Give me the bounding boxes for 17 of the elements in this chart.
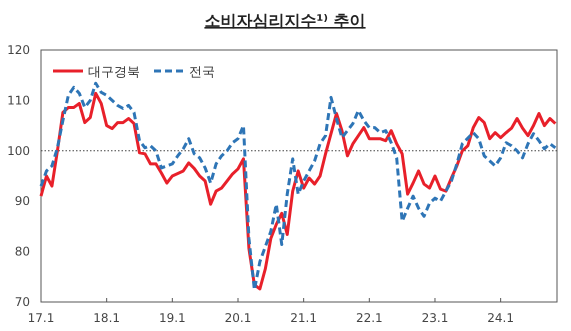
x-tick-label: 23.1 [422, 311, 448, 325]
y-tick-label: 70 [14, 295, 30, 309]
x-tick-label: 18.1 [93, 311, 120, 325]
chart-title: 소비자심리지수¹⁾ 추이 [204, 11, 366, 30]
x-tick-label: 22.1 [356, 311, 383, 325]
y-tick-label: 100 [7, 144, 30, 158]
y-tick-label: 80 [14, 244, 30, 259]
x-tick-label: 20.1 [224, 311, 252, 325]
y-tick-label: 110 [7, 93, 30, 108]
x-tick-label: 21.1 [290, 311, 318, 325]
y-tick-label: 120 [7, 43, 30, 57]
x-tick-label: 24.1 [487, 311, 514, 325]
x-tick-label: 17.1 [28, 311, 54, 325]
legend-label: 전국 [189, 65, 215, 80]
x-tick-label: 19.1 [158, 311, 186, 325]
y-tick-label: 90 [14, 194, 30, 208]
legend-label: 대구경북 [88, 65, 140, 80]
